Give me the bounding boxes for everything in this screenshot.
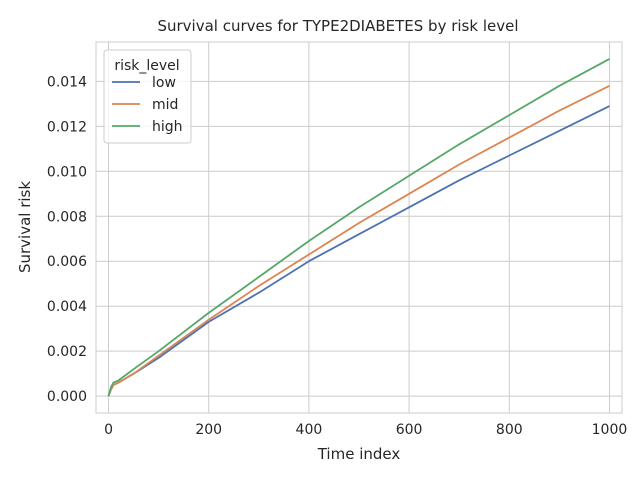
x-tick-labels: 0 200 400 600 800 1000	[104, 422, 627, 438]
x-tick-label: 0	[104, 422, 113, 438]
legend-label-high: high	[152, 119, 183, 135]
y-tick-label: 0.000	[47, 389, 87, 405]
x-tick-label: 200	[195, 422, 222, 438]
y-tick-label: 0.002	[47, 344, 87, 360]
y-tick-label: 0.010	[47, 164, 87, 180]
y-tick-label: 0.006	[47, 254, 87, 270]
chart-title: Survival curves for TYPE2DIABETES by ris…	[157, 17, 518, 35]
x-axis-label: Time index	[317, 445, 401, 463]
legend-box	[103, 49, 192, 144]
y-tick-label: 0.012	[47, 119, 87, 135]
series-layer	[107, 58, 610, 397]
series-line-high	[107, 58, 610, 397]
series-line-mid	[107, 84, 610, 397]
legend-label-low: low	[152, 75, 176, 91]
legend-title: risk_level	[114, 58, 179, 74]
y-tick-labels: 0.000 0.002 0.004 0.006 0.008 0.010 0.012 0.014	[47, 74, 87, 405]
x-tick-label: 600	[396, 422, 423, 438]
legend: risk_level low mid high	[103, 49, 192, 144]
y-tick-label: 0.004	[47, 299, 87, 315]
x-tick-label: 1000	[592, 422, 628, 438]
x-tick-label: 800	[496, 422, 523, 438]
y-tick-label: 0.014	[47, 74, 87, 90]
y-tick-label: 0.008	[47, 209, 87, 225]
x-tick-label: 400	[296, 422, 323, 438]
y-axis-label: Survival risk	[16, 181, 34, 273]
legend-label-mid: mid	[152, 97, 178, 113]
